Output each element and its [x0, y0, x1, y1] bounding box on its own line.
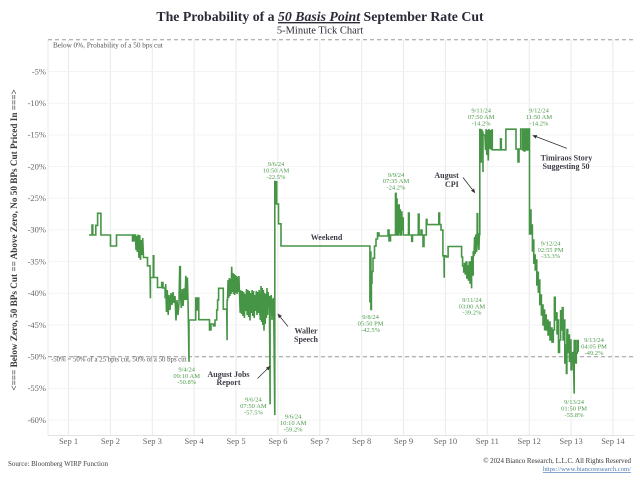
- svg-text:04:05 PM: 04:05 PM: [581, 344, 607, 351]
- svg-text:02:55 PM: 02:55 PM: [538, 247, 564, 254]
- svg-text:-5%: -5%: [32, 66, 46, 76]
- svg-text:09:10 AM: 09:10 AM: [173, 373, 200, 380]
- svg-text:5-Minute Tick Chart: 5-Minute Tick Chart: [277, 26, 363, 37]
- svg-text:-49.2%: -49.2%: [585, 350, 605, 357]
- svg-text:07:50 AM: 07:50 AM: [240, 403, 267, 410]
- svg-text:07:50 AM: 07:50 AM: [468, 114, 495, 121]
- svg-text:9/6/24: 9/6/24: [268, 161, 285, 168]
- svg-text:CPI: CPI: [445, 180, 459, 189]
- svg-text:9/4/24: 9/4/24: [178, 366, 195, 373]
- svg-text:Sep 1: Sep 1: [59, 436, 78, 446]
- svg-text:Suggesting 50: Suggesting 50: [543, 162, 590, 171]
- svg-text:9/9/24: 9/9/24: [388, 172, 405, 179]
- svg-text:Sep 10: Sep 10: [434, 436, 457, 446]
- svg-text:-10%: -10%: [28, 98, 46, 108]
- svg-text:August: August: [434, 171, 459, 180]
- svg-text:9/12/24: 9/12/24: [529, 108, 550, 115]
- svg-text:https://www.biancoresearch.com: https://www.biancoresearch.com/: [543, 466, 631, 473]
- svg-text:-15%: -15%: [28, 130, 46, 140]
- svg-text:07:35 AM: 07:35 AM: [383, 178, 410, 185]
- svg-text:-40%: -40%: [28, 288, 46, 298]
- svg-text:9/13/24: 9/13/24: [564, 399, 585, 406]
- svg-text:Source: Bloomberg WIRP Functio: Source: Bloomberg WIRP Function: [8, 460, 109, 468]
- svg-text:Sep 9: Sep 9: [394, 436, 413, 446]
- svg-text:9/11/24: 9/11/24: [462, 297, 482, 304]
- svg-text:-59.2%: -59.2%: [284, 426, 304, 433]
- svg-text:03:00 AM: 03:00 AM: [459, 303, 486, 310]
- svg-text:-20%: -20%: [28, 161, 46, 171]
- svg-text:9/13/24: 9/13/24: [584, 337, 605, 344]
- svg-text:-39.2%: -39.2%: [462, 310, 482, 317]
- svg-text:Waller: Waller: [294, 327, 318, 336]
- svg-text:-60%: -60%: [28, 415, 46, 425]
- svg-text:9/11/24: 9/11/24: [471, 108, 491, 115]
- svg-text:-30%: -30%: [28, 225, 46, 235]
- svg-text:Sep 11: Sep 11: [476, 436, 499, 446]
- svg-text:-55%: -55%: [28, 383, 46, 393]
- svg-text:-50%: -50%: [28, 352, 46, 362]
- svg-text:Speech: Speech: [294, 335, 319, 344]
- svg-text:Weekend: Weekend: [311, 233, 343, 242]
- svg-text:<=== Below Zero, 50 BPs Cut ==: <=== Below Zero, 50 BPs Cut == Above Zer…: [9, 89, 19, 390]
- svg-text:© 2024 Bianco Research, L.L.C.: © 2024 Bianco Research, L.L.C. All Right…: [483, 458, 631, 465]
- svg-text:05:50 PM: 05:50 PM: [358, 320, 384, 327]
- svg-text:Sep 4: Sep 4: [185, 436, 205, 446]
- svg-text:-35%: -35%: [28, 256, 46, 266]
- svg-text:-25%: -25%: [28, 193, 46, 203]
- svg-text:Below 0%, Probability of a 50: Below 0%, Probability of a 50 bps cut: [53, 42, 163, 50]
- svg-text:-42.5%: -42.5%: [361, 327, 381, 334]
- svg-text:-57.5%: -57.5%: [244, 409, 264, 416]
- svg-text:-50.8%: -50.8%: [177, 379, 197, 386]
- svg-text:9/12/24: 9/12/24: [541, 240, 562, 247]
- svg-text:Sep 7: Sep 7: [310, 436, 329, 446]
- svg-text:9/8/24: 9/8/24: [362, 314, 379, 321]
- svg-text:10:10 AM: 10:10 AM: [280, 420, 307, 427]
- svg-text:10:50 AM: 10:50 AM: [263, 168, 290, 175]
- svg-text:9/6/24: 9/6/24: [285, 414, 302, 421]
- svg-text:Timiraos Story: Timiraos Story: [541, 154, 593, 163]
- svg-text:-14.2%: -14.2%: [472, 121, 492, 128]
- svg-text:Sep 2: Sep 2: [101, 436, 120, 446]
- svg-text:Sep 14: Sep 14: [601, 436, 625, 446]
- svg-text:-45%: -45%: [28, 320, 46, 330]
- svg-text:01:50 PM: 01:50 PM: [561, 405, 587, 412]
- svg-text:11:50 AM: 11:50 AM: [526, 114, 553, 121]
- svg-text:-33.3%: -33.3%: [541, 253, 561, 260]
- svg-text:August Jobs: August Jobs: [207, 370, 249, 379]
- svg-text:Sep 6: Sep 6: [268, 436, 287, 446]
- svg-text:-50% = 50% of a 25 bpts cut, 5: -50% = 50% of a 25 bpts cut, 50% of a 50…: [51, 357, 187, 364]
- svg-text:Sep 3: Sep 3: [143, 436, 162, 446]
- svg-text:Sep 8: Sep 8: [352, 436, 371, 446]
- svg-text:-14.2%: -14.2%: [530, 121, 550, 128]
- svg-text:-55.8%: -55.8%: [565, 412, 585, 419]
- svg-text:The Probability of a 50 Basis: The Probability of a 50 Basis Point Sept…: [156, 9, 484, 24]
- svg-text:Sep 13: Sep 13: [559, 436, 582, 446]
- svg-text:Sep 5: Sep 5: [226, 436, 245, 446]
- svg-text:Sep 12: Sep 12: [518, 436, 541, 446]
- svg-text:9/6/24: 9/6/24: [245, 397, 262, 404]
- svg-text:-24.2%: -24.2%: [387, 185, 407, 192]
- svg-text:Report: Report: [217, 378, 241, 387]
- svg-text:-22.5%: -22.5%: [267, 174, 287, 181]
